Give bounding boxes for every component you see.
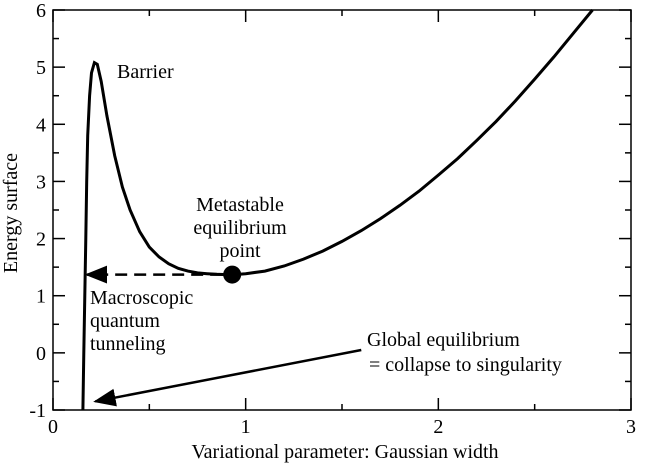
barrier-label: Barrier [117,61,174,83]
x-axis-label: Variational parameter: Gaussian width [191,441,498,463]
tunneling-label-line2: quantum [90,310,160,332]
x-tick-label: 2 [433,416,443,438]
y-tick-label: 0 [36,343,46,365]
global-label-line1: Global equilibrium [367,329,520,351]
metastable-label-line1: Metastable [196,194,284,216]
tunneling-label-line3: tunneling [90,333,166,355]
y-tick-label: 4 [36,114,46,136]
global-equilibrium-arrow [93,348,362,407]
metastable-label-line2: equilibrium [193,217,287,239]
metastable-label-line3: point [219,240,261,262]
metastable-point-marker [223,265,242,284]
y-tick-label: 5 [36,57,46,79]
y-axis-label: Energy surface [0,153,22,273]
y-tick-label: 6 [36,0,46,22]
y-tick-label: 2 [36,229,46,251]
tunneling-label-line1: Macroscopic [90,287,193,309]
x-tick-label: 1 [241,416,251,438]
global-label-line2: = collapse to singularity [369,354,562,376]
plot-frame [52,9,632,411]
y-tick-label: -1 [29,400,46,422]
x-tick-label: 3 [626,416,636,438]
x-tick-label: 0 [48,416,58,438]
y-tick-label: 1 [36,286,46,308]
y-tick-label: 3 [36,171,46,193]
energy-curve-line [81,9,594,411]
